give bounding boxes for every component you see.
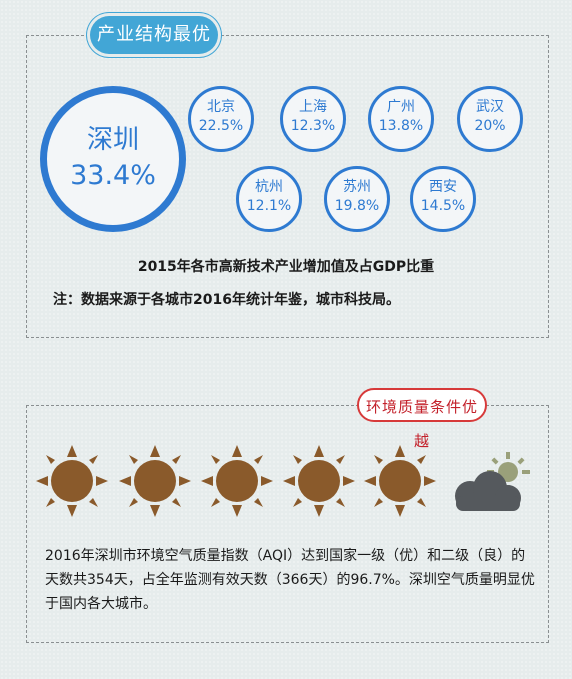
city-share: 12.3% bbox=[290, 118, 336, 134]
city-name: 武汉 bbox=[476, 99, 504, 115]
city-circle-hangzhou: 杭州 12.1% bbox=[236, 166, 302, 232]
industry-caption: 2015年各市高新技术产业增加值及占GDP比重 bbox=[137, 259, 435, 275]
city-circle-suzhou: 苏州 19.8% bbox=[324, 166, 390, 232]
city-name: 广州 bbox=[387, 99, 415, 115]
city-share: 13.8% bbox=[378, 118, 424, 134]
industry-structure-panel bbox=[26, 35, 549, 338]
city-share: 12.1% bbox=[246, 198, 292, 214]
city-share: 19.8% bbox=[334, 198, 380, 214]
sun-icon bbox=[119, 445, 191, 517]
sun-icon bbox=[364, 445, 436, 517]
city-name: 苏州 bbox=[343, 179, 371, 195]
city-circle-wuhan: 武汉 20% bbox=[457, 86, 523, 152]
city-circle-guangzhou: 广州 13.8% bbox=[368, 86, 434, 152]
city-share: 22.5% bbox=[198, 118, 244, 134]
industry-structure-tag: 产业结构最优 bbox=[90, 16, 218, 54]
city-circle-xian: 西安 14.5% bbox=[410, 166, 476, 232]
environment-quality-tag: 环境质量条件优越 bbox=[357, 388, 487, 450]
sun-icon bbox=[36, 445, 108, 517]
data-source-note: 注：数据来源于各城市2016年统计年鉴，城市科技局。 bbox=[53, 292, 400, 308]
environment-quality-panel bbox=[26, 405, 549, 643]
air-quality-paragraph: 2016年深圳市环境空气质量指数（AQI）达到国家一级（优）和二级（良）的天数共… bbox=[45, 548, 535, 612]
city-name: 深圳 bbox=[86, 125, 139, 155]
city-name: 杭州 bbox=[255, 179, 283, 195]
cloud-sun-icon bbox=[455, 452, 530, 511]
city-circle-shanghai: 上海 12.3% bbox=[280, 86, 346, 152]
city-circle-shenzhen: 深圳 33.4% bbox=[40, 86, 186, 232]
sun-icon bbox=[201, 445, 273, 517]
city-name: 西安 bbox=[429, 179, 457, 195]
city-name: 上海 bbox=[299, 99, 327, 115]
city-circle-beijing: 北京 22.5% bbox=[188, 86, 254, 152]
sun-icon bbox=[283, 445, 355, 517]
city-name: 北京 bbox=[207, 99, 235, 115]
city-share: 14.5% bbox=[420, 198, 466, 214]
city-share: 33.4% bbox=[70, 160, 156, 191]
city-share: 20% bbox=[474, 118, 506, 134]
